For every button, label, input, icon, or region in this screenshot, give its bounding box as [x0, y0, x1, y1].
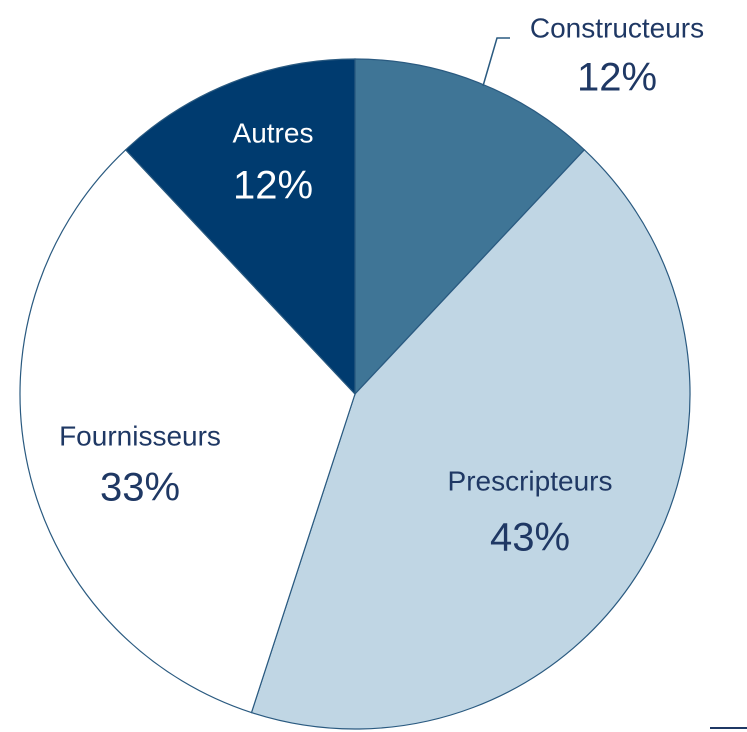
- pie-slice: [124, 58, 356, 396]
- slice-value: 12%: [577, 56, 657, 100]
- slice-label: Constructeurs: [530, 12, 704, 43]
- slice-value: 43%: [490, 516, 570, 560]
- slice-value: 33%: [100, 466, 180, 510]
- slice-value: 12%: [233, 164, 313, 208]
- pie-slice: [250, 148, 691, 730]
- pie-slice: [354, 58, 586, 396]
- leader-line: [482, 37, 510, 87]
- slice-label: Autres: [233, 117, 314, 148]
- slice-label: Prescripteurs: [448, 465, 613, 496]
- slice-label: Fournisseurs: [59, 420, 221, 451]
- pie-slice: [19, 148, 356, 714]
